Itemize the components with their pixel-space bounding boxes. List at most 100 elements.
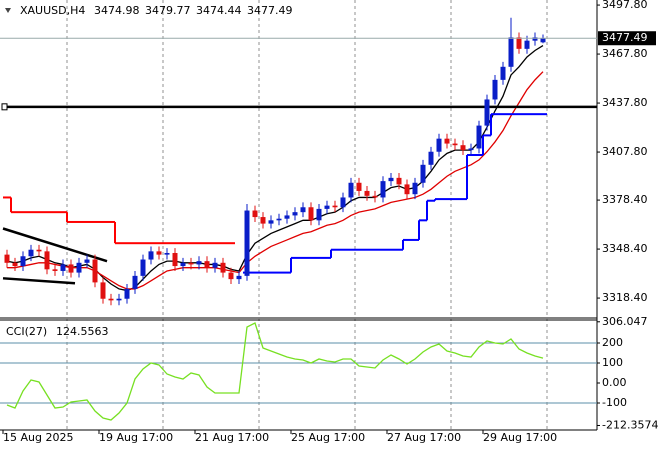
indicator-line bbox=[6, 322, 544, 421]
candle-body bbox=[444, 138, 450, 144]
candle-body bbox=[172, 252, 178, 267]
candle-body bbox=[132, 275, 138, 289]
y-tick-label: 3378.40 bbox=[602, 193, 648, 206]
candle-body bbox=[212, 262, 218, 268]
candle-body bbox=[428, 151, 434, 165]
candle-body bbox=[196, 261, 202, 265]
candle-body bbox=[268, 220, 274, 224]
candle-body bbox=[476, 125, 482, 149]
candle-body bbox=[252, 210, 258, 218]
candle-body bbox=[188, 262, 194, 265]
candle-body bbox=[36, 249, 42, 252]
candle-body bbox=[4, 254, 10, 263]
candle-body bbox=[532, 37, 538, 41]
indicator-title: CCI(27) bbox=[6, 325, 47, 338]
y-tick-label: 3467.80 bbox=[602, 47, 648, 60]
candle-body bbox=[84, 259, 90, 263]
candle-body bbox=[148, 251, 154, 260]
header-low: 3474.44 bbox=[196, 4, 242, 17]
y-tick-label: 3497.80 bbox=[602, 0, 648, 11]
y-tick-label: 3318.40 bbox=[602, 291, 648, 304]
candle-body bbox=[236, 275, 242, 280]
candle-body bbox=[156, 251, 162, 255]
candle-body bbox=[452, 143, 458, 146]
candle-body bbox=[404, 184, 410, 195]
y-tick-label: -100 bbox=[602, 396, 627, 409]
candle-body bbox=[316, 208, 322, 221]
candle-body bbox=[492, 79, 498, 100]
header-close: 3477.49 bbox=[247, 4, 293, 17]
candle-body bbox=[364, 190, 370, 196]
candle-body bbox=[396, 177, 402, 185]
symbol: XAUUSD,H4 bbox=[20, 4, 85, 17]
candle-body bbox=[108, 298, 114, 301]
candle-body bbox=[484, 99, 490, 126]
x-tick-label: 21 Aug 17:00 bbox=[195, 431, 269, 444]
candle-body bbox=[540, 38, 546, 43]
candle-body bbox=[324, 205, 330, 209]
candle-body bbox=[308, 207, 314, 221]
y-tick-label: 306.047 bbox=[602, 315, 648, 328]
indicator-value: 124.5563 bbox=[56, 325, 109, 338]
candle-body bbox=[356, 182, 362, 191]
candle-body bbox=[388, 177, 394, 182]
candle-body bbox=[100, 282, 106, 299]
candle-body bbox=[300, 207, 306, 213]
candle-body bbox=[12, 262, 18, 267]
header-high: 3479.77 bbox=[145, 4, 191, 17]
candle-body bbox=[508, 37, 514, 67]
y-tick-label: 200 bbox=[602, 336, 623, 349]
candle-body bbox=[68, 264, 74, 273]
candle-body bbox=[460, 145, 466, 151]
x-tick-label: 25 Aug 17:00 bbox=[291, 431, 365, 444]
y-tick-label: 3437.80 bbox=[602, 96, 648, 109]
candle-body bbox=[124, 288, 130, 299]
candle-body bbox=[52, 269, 58, 271]
candle-body bbox=[44, 251, 50, 270]
candle-body bbox=[332, 205, 338, 208]
candle-body bbox=[60, 264, 66, 271]
candle-body bbox=[228, 272, 234, 280]
symbol-icon bbox=[5, 8, 11, 13]
candle-body bbox=[204, 261, 210, 268]
candle-body bbox=[468, 148, 474, 151]
trend-line bbox=[2, 227, 108, 263]
y-tick-label: 0.00 bbox=[602, 376, 627, 389]
x-tick-label: 27 Aug 17:00 bbox=[387, 431, 461, 444]
candle-body bbox=[28, 249, 34, 257]
line-handle bbox=[1, 103, 8, 111]
header-open: 3474.98 bbox=[94, 4, 140, 17]
candle-body bbox=[420, 164, 426, 183]
candle-body bbox=[76, 262, 82, 273]
candle-body bbox=[164, 252, 170, 255]
y-tick-label: 3407.80 bbox=[602, 145, 648, 158]
candle-body bbox=[276, 218, 282, 221]
candle-body bbox=[340, 197, 346, 208]
candle-body bbox=[436, 138, 442, 152]
x-tick-label: 15 Aug 2025 bbox=[3, 431, 73, 444]
y-tick-label: 100 bbox=[602, 356, 623, 369]
candle-body bbox=[284, 215, 290, 219]
candle-body bbox=[20, 256, 26, 267]
candle-body bbox=[92, 259, 98, 283]
candle-body bbox=[372, 195, 378, 198]
trend-line bbox=[2, 277, 76, 285]
candle-body bbox=[516, 37, 522, 49]
candle-body bbox=[524, 40, 530, 49]
x-tick-label: 19 Aug 17:00 bbox=[99, 431, 173, 444]
candle-body bbox=[260, 217, 266, 224]
x-tick-label: 29 Aug 17:00 bbox=[483, 431, 557, 444]
candle-body bbox=[412, 182, 418, 195]
candle-body bbox=[348, 182, 354, 198]
candle-body bbox=[500, 66, 506, 80]
candle-body bbox=[180, 262, 186, 267]
candle-body bbox=[292, 212, 298, 216]
price-box bbox=[598, 31, 656, 46]
y-tick-label: 3348.40 bbox=[602, 242, 648, 255]
y-tick-label: -212.3574 bbox=[602, 418, 658, 431]
candle-body bbox=[244, 210, 250, 276]
candle-body bbox=[380, 181, 386, 198]
candle-body bbox=[116, 298, 122, 301]
